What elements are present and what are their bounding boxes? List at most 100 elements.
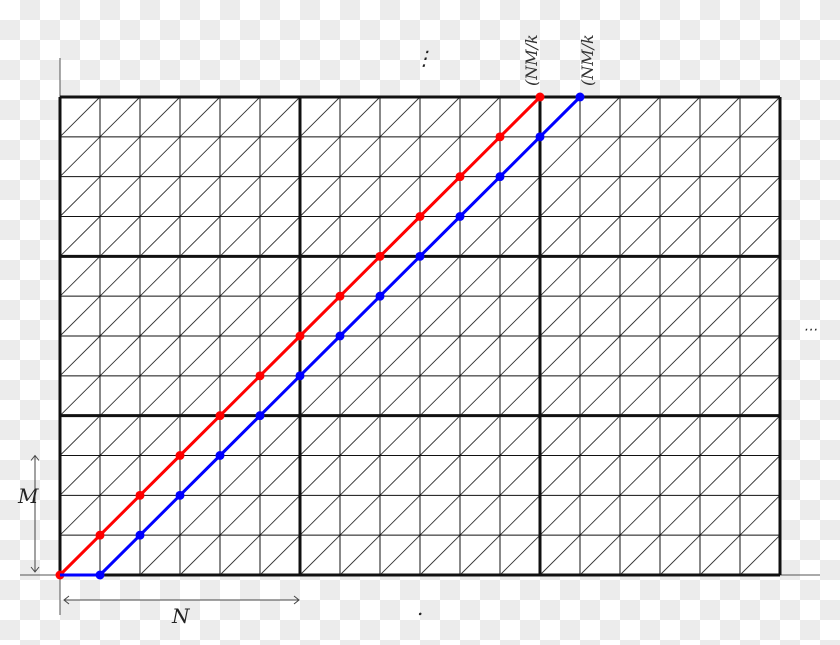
cell-diagonal xyxy=(379,534,421,576)
cell-diagonal xyxy=(739,136,781,177)
blue-path-point xyxy=(535,132,545,142)
cell-diagonal xyxy=(699,415,741,456)
blue-path-point xyxy=(375,291,385,301)
cell-diagonal xyxy=(499,415,541,456)
cell-diagonal xyxy=(59,375,101,416)
cell-diagonal xyxy=(619,375,661,416)
cell-diagonal xyxy=(299,96,341,138)
cell-diagonal xyxy=(99,335,141,377)
cell-diagonal xyxy=(579,495,621,536)
cell-diagonal xyxy=(219,256,261,297)
cell-diagonal xyxy=(499,295,541,337)
cell-diagonal xyxy=(619,256,661,297)
cell-diagonal xyxy=(219,455,261,496)
cell-diagonal xyxy=(219,295,261,337)
cell-diagonal xyxy=(539,256,581,297)
cell-diagonal xyxy=(139,136,181,177)
cell-diagonal xyxy=(219,495,261,536)
blue-path-point xyxy=(575,92,585,102)
cell-diagonal xyxy=(499,455,541,496)
cell-diagonal xyxy=(419,295,461,337)
cell-diagonal xyxy=(539,455,581,496)
cell-diagonal xyxy=(179,216,221,257)
cell-diagonal xyxy=(259,415,301,456)
cell-diagonal xyxy=(339,375,381,416)
red-path-point xyxy=(95,530,105,540)
cell-diagonal xyxy=(539,375,581,416)
cell-diagonal xyxy=(419,495,461,536)
cell-diagonal xyxy=(699,176,741,217)
cell-diagonal xyxy=(739,216,781,257)
cell-diagonal xyxy=(699,375,741,416)
cell-diagonal xyxy=(379,295,421,337)
cell-diagonal xyxy=(459,534,501,576)
cell-diagonal xyxy=(579,455,621,496)
cell-diagonal xyxy=(699,534,741,576)
cell-diagonal xyxy=(619,176,661,217)
cell-diagonal xyxy=(459,216,501,257)
cell-diagonal xyxy=(59,256,101,297)
red-path-point xyxy=(375,251,385,261)
cell-diagonal xyxy=(299,176,341,217)
cell-diagonal xyxy=(139,295,181,337)
cell-diagonal xyxy=(619,295,661,337)
width-label-n: N xyxy=(172,604,190,628)
cell-diagonal xyxy=(419,534,461,576)
cell-diagonal xyxy=(259,96,301,138)
cell-diagonal xyxy=(299,455,341,496)
cell-diagonal xyxy=(699,295,741,337)
cell-diagonal xyxy=(579,415,621,456)
cell-diagonal xyxy=(59,136,101,177)
cell-diagonal xyxy=(659,256,701,297)
blue-path-point xyxy=(135,530,145,540)
cell-diagonal xyxy=(699,256,741,297)
cell-diagonal xyxy=(659,415,701,456)
cell-diagonal xyxy=(739,375,781,416)
blue-path-point xyxy=(495,172,505,182)
cell-diagonal xyxy=(99,176,141,217)
blue-path-point xyxy=(95,570,105,580)
cell-diagonal xyxy=(659,455,701,496)
cell-diagonal xyxy=(539,216,581,257)
cell-diagonal xyxy=(259,216,301,257)
cell-diagonal xyxy=(539,295,581,337)
cell-diagonal xyxy=(299,415,341,456)
cell-diagonal xyxy=(99,256,141,297)
cell-diagonal xyxy=(259,455,301,496)
cell-diagonal xyxy=(419,375,461,416)
cell-diagonal xyxy=(379,176,421,217)
cell-diagonal xyxy=(539,534,581,576)
cell-diagonal xyxy=(339,176,381,217)
cell-diagonal xyxy=(499,375,541,416)
red-endpoint-label: (NM/k xyxy=(522,34,541,86)
cell-diagonal xyxy=(299,216,341,257)
red-path-point xyxy=(135,490,145,500)
blue-path-point xyxy=(415,251,425,261)
cell-diagonal xyxy=(219,534,261,576)
cell-diagonal xyxy=(579,136,621,177)
cell-diagonal xyxy=(59,216,101,257)
cell-diagonal xyxy=(339,136,381,177)
top-vertical-ellipsis: ⋮ xyxy=(414,46,434,70)
cell-diagonal xyxy=(379,495,421,536)
cell-diagonal xyxy=(179,176,221,217)
cell-diagonal xyxy=(419,136,461,177)
cell-diagonal xyxy=(99,216,141,257)
cell-diagonal xyxy=(459,455,501,496)
cell-diagonal xyxy=(219,216,261,257)
cell-diagonal xyxy=(659,534,701,576)
cell-diagonal xyxy=(539,415,581,456)
cell-diagonal xyxy=(659,216,701,257)
cell-diagonal xyxy=(299,375,341,416)
cell-diagonal xyxy=(179,335,221,377)
cell-diagonal xyxy=(619,455,661,496)
cell-diagonal xyxy=(619,415,661,456)
cell-diagonal xyxy=(59,96,101,138)
cell-diagonal xyxy=(699,216,741,257)
red-path-point xyxy=(535,92,545,102)
cell-diagonal xyxy=(99,96,141,138)
cell-diagonal xyxy=(699,136,741,177)
width-arrowheads xyxy=(63,595,300,605)
cell-diagonal xyxy=(419,335,461,377)
